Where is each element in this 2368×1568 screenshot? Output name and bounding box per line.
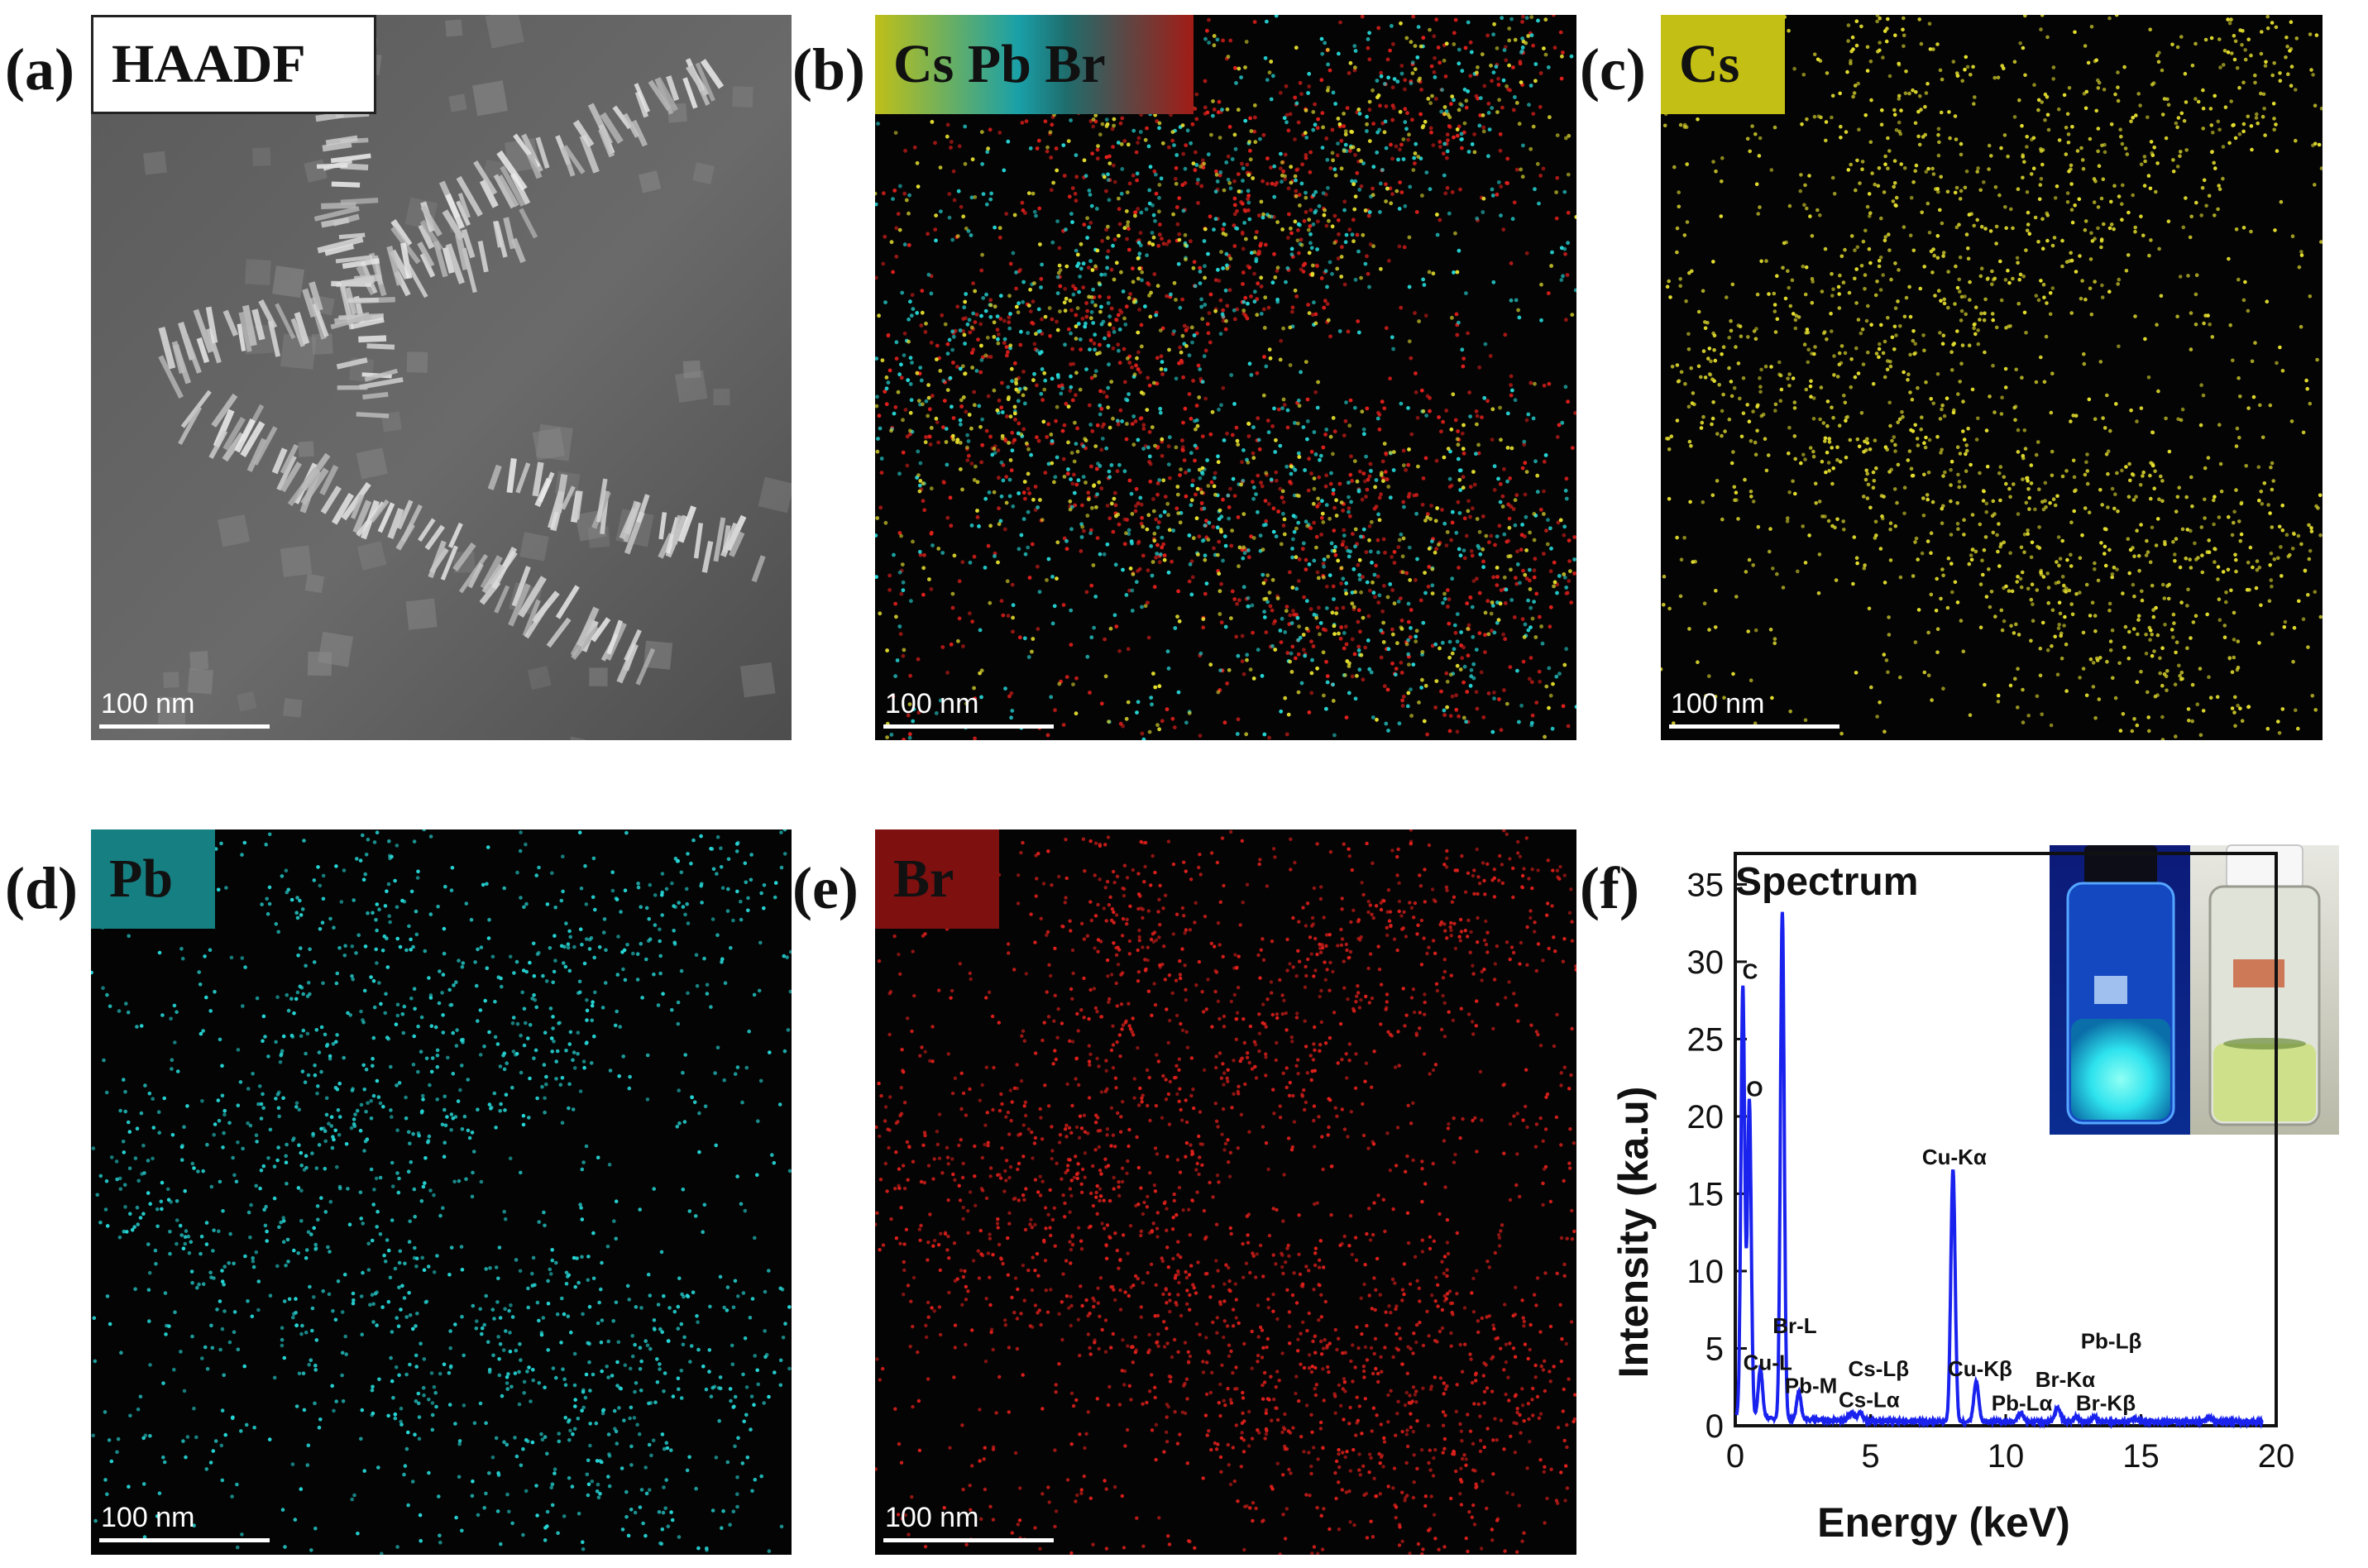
overlay-tag-pb: Pb bbox=[968, 37, 1031, 92]
pb-map: Pb 100 nm bbox=[91, 829, 792, 1555]
peak-annotation: Br-Kα bbox=[2036, 1367, 2095, 1392]
x-tick-label: 0 bbox=[1726, 1438, 1744, 1475]
br-dots bbox=[875, 829, 1576, 1555]
scale-bar-b bbox=[883, 724, 1054, 729]
peak-annotation: Cu-Kα bbox=[1922, 1145, 1987, 1169]
scale-bar-a bbox=[99, 724, 270, 729]
br-tag: Br bbox=[875, 829, 999, 929]
panel-label-c: (c) bbox=[1580, 40, 1646, 99]
uv-vial-cap bbox=[2084, 845, 2157, 885]
peak-annotation: C bbox=[1743, 958, 1758, 983]
panel-label-d: (d) bbox=[5, 858, 78, 918]
br-map: Br 100 nm bbox=[875, 829, 1576, 1555]
cs-map: Cs 100 nm bbox=[1661, 15, 2323, 740]
peak-annotation: Cu-Kβ bbox=[1948, 1356, 2012, 1381]
overlay-dots bbox=[875, 15, 1576, 740]
cs-tag: Cs bbox=[1661, 15, 1785, 114]
y-tick-label: 10 bbox=[1687, 1254, 1725, 1290]
haadf-image: HAADF 100 nm bbox=[91, 15, 792, 740]
y-tick-label: 0 bbox=[1705, 1408, 1724, 1445]
peak-annotation: Cs-Lβ bbox=[1848, 1356, 1909, 1381]
haadf-tag: HAADF bbox=[91, 15, 376, 114]
y-tick-label: 25 bbox=[1687, 1021, 1725, 1058]
y-tick-label: 15 bbox=[1687, 1176, 1725, 1212]
scale-label-e: 100 nm bbox=[885, 1503, 978, 1532]
panel-label-b: (b) bbox=[792, 40, 865, 99]
y-tick-label: 35 bbox=[1687, 867, 1725, 903]
overlay-tag-cs: Cs bbox=[893, 37, 954, 92]
scale-label-c: 100 nm bbox=[1671, 690, 1764, 718]
y-tick-label: 30 bbox=[1687, 944, 1725, 981]
scale-bar-d bbox=[99, 1538, 270, 1542]
overlay-map: Cs Pb Br 100 nm bbox=[875, 15, 1576, 740]
x-tick-label: 20 bbox=[2258, 1438, 2295, 1475]
x-tick-label: 10 bbox=[1988, 1438, 2025, 1475]
overlay-tag-br: Br bbox=[1045, 37, 1105, 92]
scale-label-b: 100 nm bbox=[885, 690, 978, 718]
peak-annotation: Br-Kβ bbox=[2076, 1390, 2136, 1415]
y-tick-label: 5 bbox=[1705, 1331, 1724, 1367]
x-axis-label: Energy (keV) bbox=[1817, 1499, 2070, 1546]
chart-title: Spectrum bbox=[1735, 860, 1918, 904]
peak-annotation: Pb-M bbox=[1785, 1374, 1838, 1398]
y-tick-label: 20 bbox=[1687, 1099, 1725, 1135]
peak-annotation: O bbox=[1746, 1077, 1763, 1102]
vial-photo-inset bbox=[2050, 845, 2339, 1135]
scale-label-a: 100 nm bbox=[101, 690, 194, 718]
haadf-micrograph bbox=[91, 15, 792, 740]
peak-annotation: Br-L bbox=[1772, 1313, 1817, 1338]
cs-dots bbox=[1661, 15, 2323, 740]
peak-annotation: Pb-Lα bbox=[1992, 1390, 2053, 1415]
peak-annotation: Pb-Lβ bbox=[2081, 1328, 2142, 1353]
pb-tag: Pb bbox=[91, 829, 215, 929]
scale-bar-c bbox=[1669, 724, 1839, 729]
day-vial-cap bbox=[2227, 845, 2303, 888]
element-dots bbox=[875, 15, 1576, 740]
overlay-tag: Cs Pb Br bbox=[875, 15, 1194, 114]
scale-label-d: 100 nm bbox=[101, 1503, 194, 1532]
element-dots bbox=[875, 829, 1576, 1555]
peak-annotation: Cs-Lα bbox=[1839, 1388, 1900, 1413]
element-dots bbox=[91, 829, 792, 1555]
peak-annotation: Cu-L bbox=[1744, 1350, 1792, 1375]
panel-label-e: (e) bbox=[792, 858, 859, 918]
pb-dots bbox=[91, 829, 792, 1555]
y-axis-label: Intensity (ka.u) bbox=[1610, 1087, 1657, 1379]
panel-label-a: (a) bbox=[5, 40, 74, 99]
element-dots bbox=[1661, 15, 2323, 740]
x-tick-label: 5 bbox=[1861, 1438, 1879, 1475]
scale-bar-e bbox=[883, 1538, 1054, 1542]
x-tick-label: 15 bbox=[2122, 1438, 2160, 1475]
